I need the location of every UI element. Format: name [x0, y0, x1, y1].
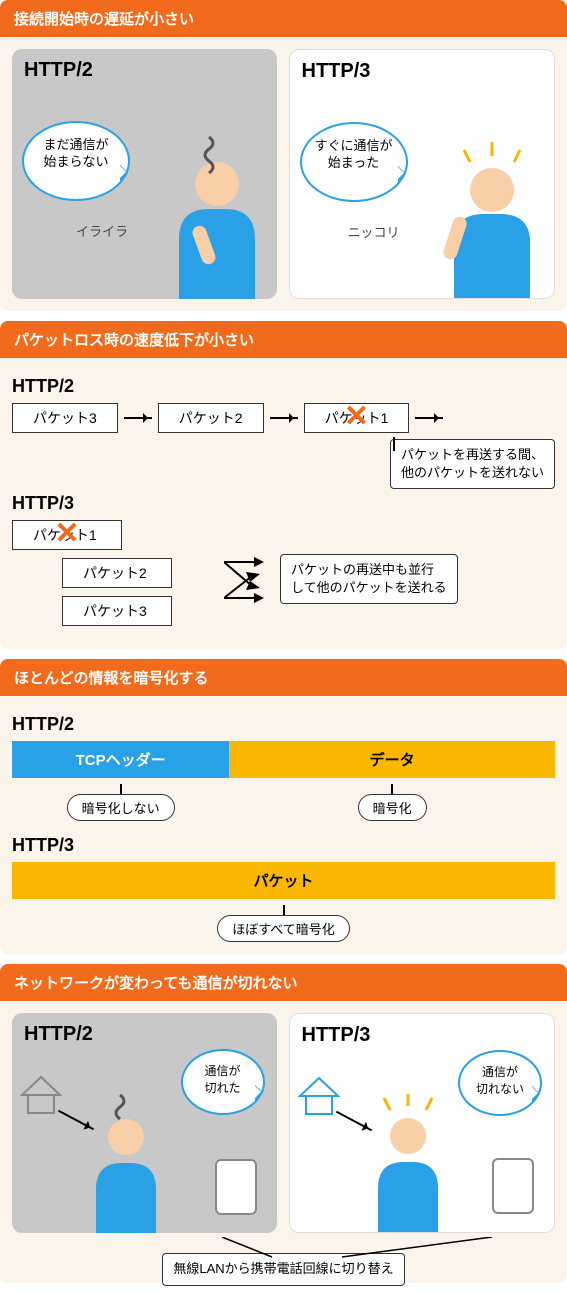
encryption-pill: ほぼすべて暗号化	[217, 915, 350, 942]
proto-label: HTTP/3	[12, 493, 555, 514]
section-title: ネットワークが変わっても通信が切れない	[0, 964, 567, 1001]
packet-box-lost: パケット1✕	[12, 520, 122, 550]
proto-label: HTTP/3	[298, 1024, 547, 1047]
encryption-pill: 暗号化しない	[67, 794, 175, 821]
packet-box: パケット3	[12, 403, 118, 433]
packet-row: パケット3 パケット2 パケット1✕	[12, 403, 555, 433]
section-title: パケットロス時の速度低下が小さい	[0, 321, 567, 358]
arrow-right-icon	[270, 417, 298, 419]
arrow-right-icon	[415, 417, 443, 419]
speech-bubble: まだ通信が 始まらない	[22, 121, 130, 201]
proto-label: HTTP/2	[20, 1023, 269, 1046]
house-icon	[20, 1075, 62, 1115]
speech-bubble: 通信が 切れた	[181, 1049, 265, 1115]
callout-lines-icon	[12, 1237, 555, 1259]
packet-box: パケット2	[158, 403, 264, 433]
mood-caption: イライラ	[76, 221, 128, 240]
arrows-merge-icon	[224, 548, 268, 632]
mood-caption: ニッコリ	[348, 222, 400, 241]
x-mark-icon: ✕	[54, 516, 79, 551]
section-encryption: ほとんどの情報を暗号化する HTTP/2 TCPヘッダー データ 暗号化しない …	[0, 659, 567, 954]
packet-box-lost: パケット1✕	[304, 403, 410, 433]
panel-http3: HTTP/3 すぐに通信が 始まった ニッコリ	[289, 49, 556, 299]
bar-segment-tcp: TCPヘッダー	[12, 741, 229, 778]
bar-segment-data: データ	[229, 741, 555, 778]
section-title: ほとんどの情報を暗号化する	[0, 659, 567, 696]
proto-label: HTTP/2	[12, 376, 555, 397]
speech-bubble: すぐに通信が 始まった	[300, 122, 408, 202]
proto-label: HTTP/3	[12, 835, 555, 856]
bar-segment-packet: パケット	[12, 862, 555, 899]
section-packetloss: パケットロス時の速度低下が小さい HTTP/2 パケット3 パケット2 パケット…	[0, 321, 567, 649]
person-frustrated-icon	[86, 1093, 176, 1233]
proto-label: HTTP/2	[20, 59, 269, 82]
proto-label: HTTP/2	[12, 714, 555, 735]
encryption-bar: TCPヘッダー データ	[12, 741, 555, 778]
encryption-bar: パケット	[12, 862, 555, 899]
packet-box: パケット3	[62, 596, 172, 626]
x-mark-icon: ✕	[344, 399, 369, 434]
panel-http3: HTTP/3 通信が 切れない	[289, 1013, 556, 1233]
note-box: パケットを再送する間、 他のパケットを送れない	[390, 439, 555, 489]
section-title: 接続開始時の遅延が小さい	[0, 0, 567, 37]
proto-label: HTTP/3	[298, 60, 547, 83]
panel-http2: HTTP/2 通信が 切れた	[12, 1013, 277, 1233]
person-happy-icon	[364, 1092, 464, 1232]
arrow-right-icon	[124, 417, 152, 419]
house-icon	[298, 1076, 340, 1116]
person-happy-icon	[420, 128, 540, 298]
encryption-pill: 暗号化	[358, 794, 427, 821]
section-network-switch: ネットワークが変わっても通信が切れない HTTP/2 通信が 切れた	[0, 964, 567, 1283]
packet-box: パケット2	[62, 558, 172, 588]
panel-http2: HTTP/2 まだ通信が 始まらない イライラ	[12, 49, 277, 299]
tablet-icon	[492, 1158, 534, 1214]
person-frustrated-icon	[149, 129, 259, 299]
section-latency: 接続開始時の遅延が小さい HTTP/2 まだ通信が 始まらない イライラ	[0, 0, 567, 311]
tablet-icon	[215, 1159, 257, 1215]
note-box: パケットの再送中も並行 して他のパケットを送れる	[280, 554, 458, 604]
speech-bubble: 通信が 切れない	[458, 1050, 542, 1116]
